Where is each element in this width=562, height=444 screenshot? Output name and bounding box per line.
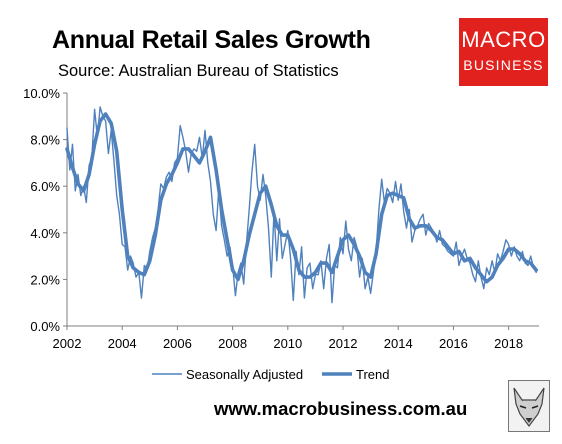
y-tick-label: 6.0% xyxy=(30,179,60,194)
y-tick-label: 2.0% xyxy=(30,272,60,287)
macrobusiness-logo: MACRO BUSINESS xyxy=(459,18,548,86)
chart-subtitle: Source: Australian Bureau of Statistics xyxy=(58,62,339,80)
y-tick-label: 4.0% xyxy=(30,226,60,241)
x-tick-label: 2010 xyxy=(273,336,302,351)
x-tick-label: 2012 xyxy=(329,336,358,351)
legend-label-trend: Trend xyxy=(356,367,389,382)
x-tick-label: 2004 xyxy=(108,336,137,351)
trend-series-line xyxy=(65,112,539,284)
series-layer xyxy=(65,106,539,304)
legend: Seasonally Adjusted Trend xyxy=(152,367,389,382)
chart-title: Annual Retail Sales Growth xyxy=(52,26,371,54)
x-tick-label: 2014 xyxy=(384,336,413,351)
x-tick-label: 2002 xyxy=(53,336,82,351)
y-tick-label: 10.0% xyxy=(23,86,60,101)
x-tick-label: 2018 xyxy=(494,336,523,351)
legend-label-seasonally-adjusted: Seasonally Adjusted xyxy=(186,367,303,382)
logo-line-2: BUSINESS xyxy=(463,57,544,73)
y-tick-label: 8.0% xyxy=(30,133,60,148)
fox-icon xyxy=(508,380,550,432)
footer-url[interactable]: www.macrobusiness.com.au xyxy=(214,398,468,419)
x-tick-label: 2008 xyxy=(218,336,247,351)
x-tick-label: 2016 xyxy=(439,336,468,351)
logo-line-1: MACRO xyxy=(461,27,546,52)
seasonally-adjusted-series-line xyxy=(66,106,537,304)
x-tick-label: 2006 xyxy=(163,336,192,351)
y-tick-label: 0.0% xyxy=(30,319,60,334)
